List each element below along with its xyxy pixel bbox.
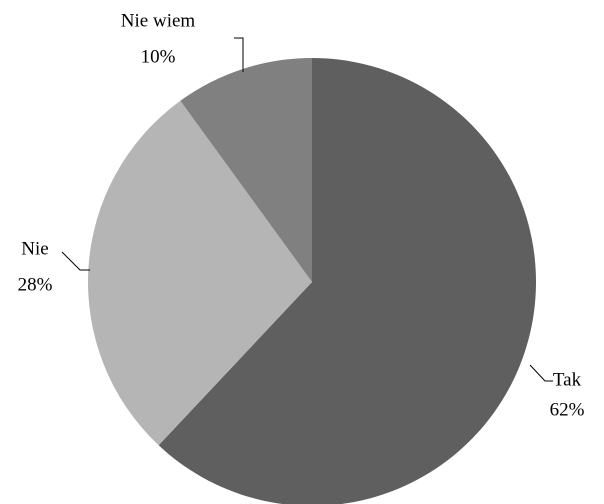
leader-line	[61, 251, 90, 271]
leader-line	[529, 364, 553, 382]
slice-value-label: 28%	[18, 274, 53, 295]
slice-label: Nie wiem	[121, 10, 196, 31]
slice-label: Nie	[21, 238, 48, 259]
pie-slice	[87, 100, 313, 446]
slice-value-label: 10%	[141, 46, 176, 67]
slice-label: Tak	[553, 369, 582, 390]
slice-value-label: 62%	[550, 399, 585, 420]
pie-slice	[180, 58, 312, 282]
leader-line	[234, 37, 244, 72]
pie-slice	[158, 58, 536, 504]
